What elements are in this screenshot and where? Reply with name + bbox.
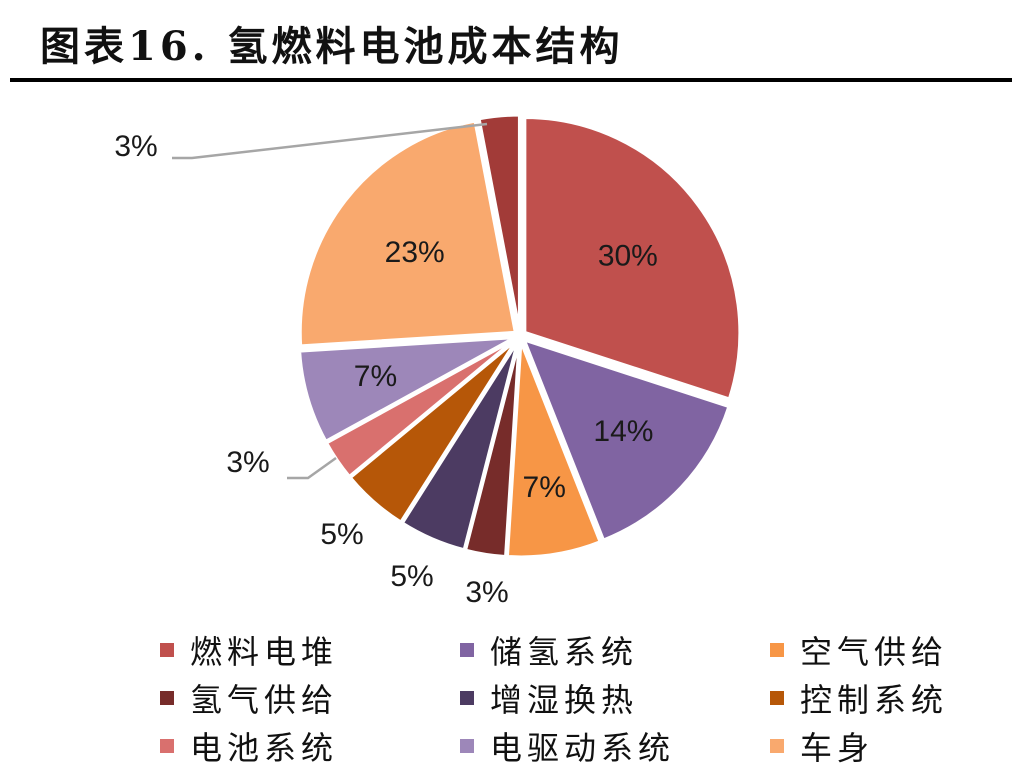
pie-slice (463, 341, 521, 559)
legend-item-control-system: 控制系统 (770, 678, 1000, 719)
legend-label: 电驱动系统 (490, 729, 676, 767)
slice-label: 7% (523, 471, 566, 504)
leader-line (287, 456, 337, 480)
legend-swatch (460, 739, 474, 753)
pie-slice (477, 113, 521, 331)
legend-label: 电池系统 (190, 729, 339, 767)
legend-item-air-supply: 空气供给 (770, 630, 1000, 671)
legend-label: 燃料电堆 (190, 633, 339, 671)
pie-slice (523, 115, 742, 401)
legend-item-electric-drive: 电驱动系统 (460, 726, 770, 767)
figure-title: 图表16. 氢燃料电池成本结构 (40, 23, 624, 70)
slice-label: 3% (114, 130, 157, 163)
pie-slice (348, 339, 518, 525)
legend-label: 控制系统 (800, 681, 949, 719)
legend-swatch (770, 643, 784, 657)
pie-slice (505, 341, 603, 559)
slice-label: 5% (390, 560, 433, 593)
pie-slice (324, 338, 516, 479)
slice-label: 23% (385, 236, 445, 269)
legend-label: 储氢系统 (490, 633, 639, 671)
leader-line (172, 122, 488, 160)
slice-label: 3% (226, 446, 269, 479)
legend-swatch (160, 739, 174, 753)
pie-slice (521, 337, 731, 542)
legend-item-stack: 燃料电堆 (160, 630, 460, 671)
legend-swatch (770, 739, 784, 753)
pie-chart: 30% 14% 7% 3% 5% 5% 3% 7% 23% 3% (114, 113, 742, 609)
legend-item-hydrogen-supply: 氢气供给 (160, 678, 460, 719)
pie-slice (298, 336, 515, 444)
legend-label: 车身 (800, 729, 875, 767)
legend-swatch (460, 691, 474, 705)
slice-label: 7% (354, 360, 397, 393)
pie-slice (298, 119, 518, 348)
legend-label: 氢气供给 (190, 681, 339, 719)
legend-item-humidifier: 增湿换热 (460, 678, 770, 719)
pie-slice (400, 340, 520, 552)
legend-swatch (160, 691, 174, 705)
legend: 燃料电堆 储氢系统 空气供给 氢气供给 增湿换热 控制系统 电池系统 电驱动系统… (160, 630, 1000, 767)
slice-label: 5% (320, 518, 363, 551)
legend-swatch (770, 691, 784, 705)
legend-item-battery-system: 电池系统 (160, 726, 460, 767)
legend-label: 空气供给 (800, 633, 949, 671)
legend-item-hydrogen-storage: 储氢系统 (460, 630, 770, 671)
slice-label: 14% (593, 415, 653, 448)
slice-label: 30% (598, 240, 658, 273)
slice-label: 3% (465, 576, 508, 609)
title-rule (10, 78, 1012, 82)
legend-label: 增湿换热 (490, 681, 639, 719)
legend-swatch (460, 643, 474, 657)
legend-swatch (160, 643, 174, 657)
legend-item-body: 车身 (770, 726, 1000, 767)
